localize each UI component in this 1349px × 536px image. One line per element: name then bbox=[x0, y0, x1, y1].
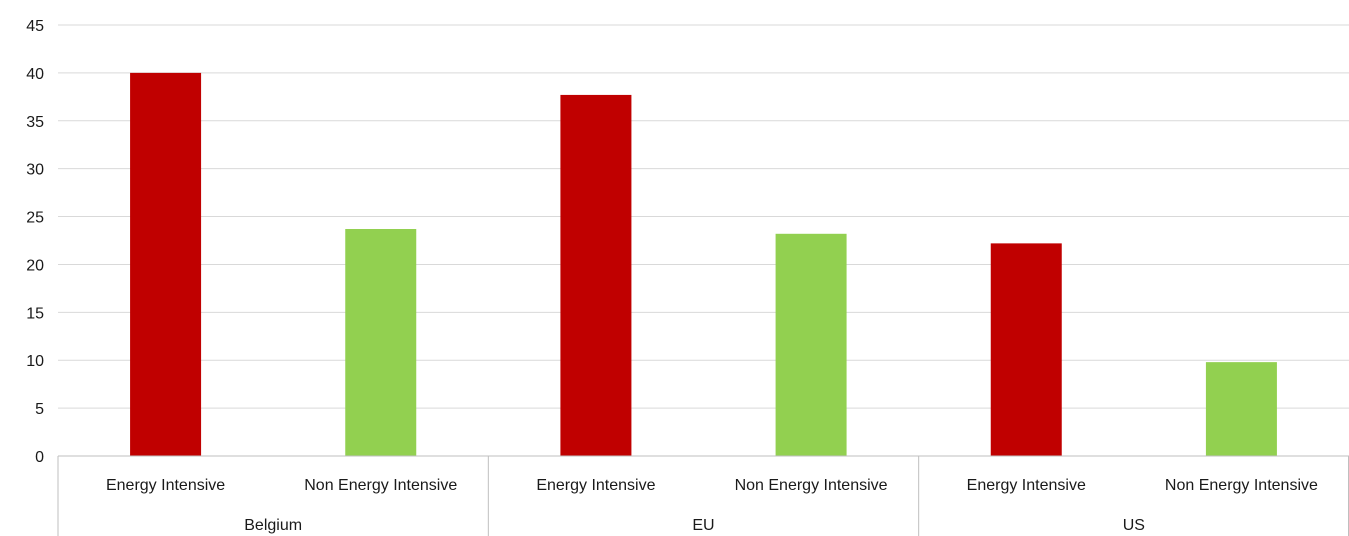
y-tick-label: 0 bbox=[35, 449, 44, 466]
bar bbox=[990, 243, 1062, 456]
y-tick-label: 20 bbox=[26, 257, 44, 274]
y-tick-label: 5 bbox=[35, 401, 44, 418]
bar bbox=[1205, 362, 1277, 456]
y-tick-label: 30 bbox=[26, 162, 44, 179]
x-axis-labels: Energy Intensive Non Energy Intensive Belg… bbox=[106, 477, 1318, 534]
y-tick-label: 15 bbox=[26, 305, 44, 322]
y-tick-label: 25 bbox=[26, 210, 44, 227]
x-category-label: Energy Intensive bbox=[536, 477, 655, 494]
bar bbox=[345, 229, 417, 456]
x-category-label: Non Energy Intensive bbox=[1165, 477, 1318, 494]
x-category-label: Non Energy Intensive bbox=[304, 477, 457, 494]
y-tick-label: 40 bbox=[26, 66, 44, 83]
x-group-label: EU bbox=[692, 517, 714, 534]
bars bbox=[130, 72, 1277, 456]
y-axis-ticks: 0 5 10 15 20 25 30 35 40 45 bbox=[26, 18, 44, 466]
x-category-label: Non Energy Intensive bbox=[735, 477, 888, 494]
y-tick-label: 35 bbox=[26, 114, 44, 131]
x-category-label: Energy Intensive bbox=[967, 477, 1086, 494]
x-category-label: Energy Intensive bbox=[106, 477, 225, 494]
bar bbox=[775, 233, 847, 456]
x-group-label: US bbox=[1123, 517, 1145, 534]
x-axis bbox=[57, 455, 1349, 536]
gridlines bbox=[58, 24, 1349, 409]
y-tick-label: 45 bbox=[26, 18, 44, 35]
x-group-label: Belgium bbox=[244, 517, 302, 534]
bar bbox=[130, 72, 202, 456]
y-tick-label: 10 bbox=[26, 353, 44, 370]
bar bbox=[560, 94, 632, 456]
